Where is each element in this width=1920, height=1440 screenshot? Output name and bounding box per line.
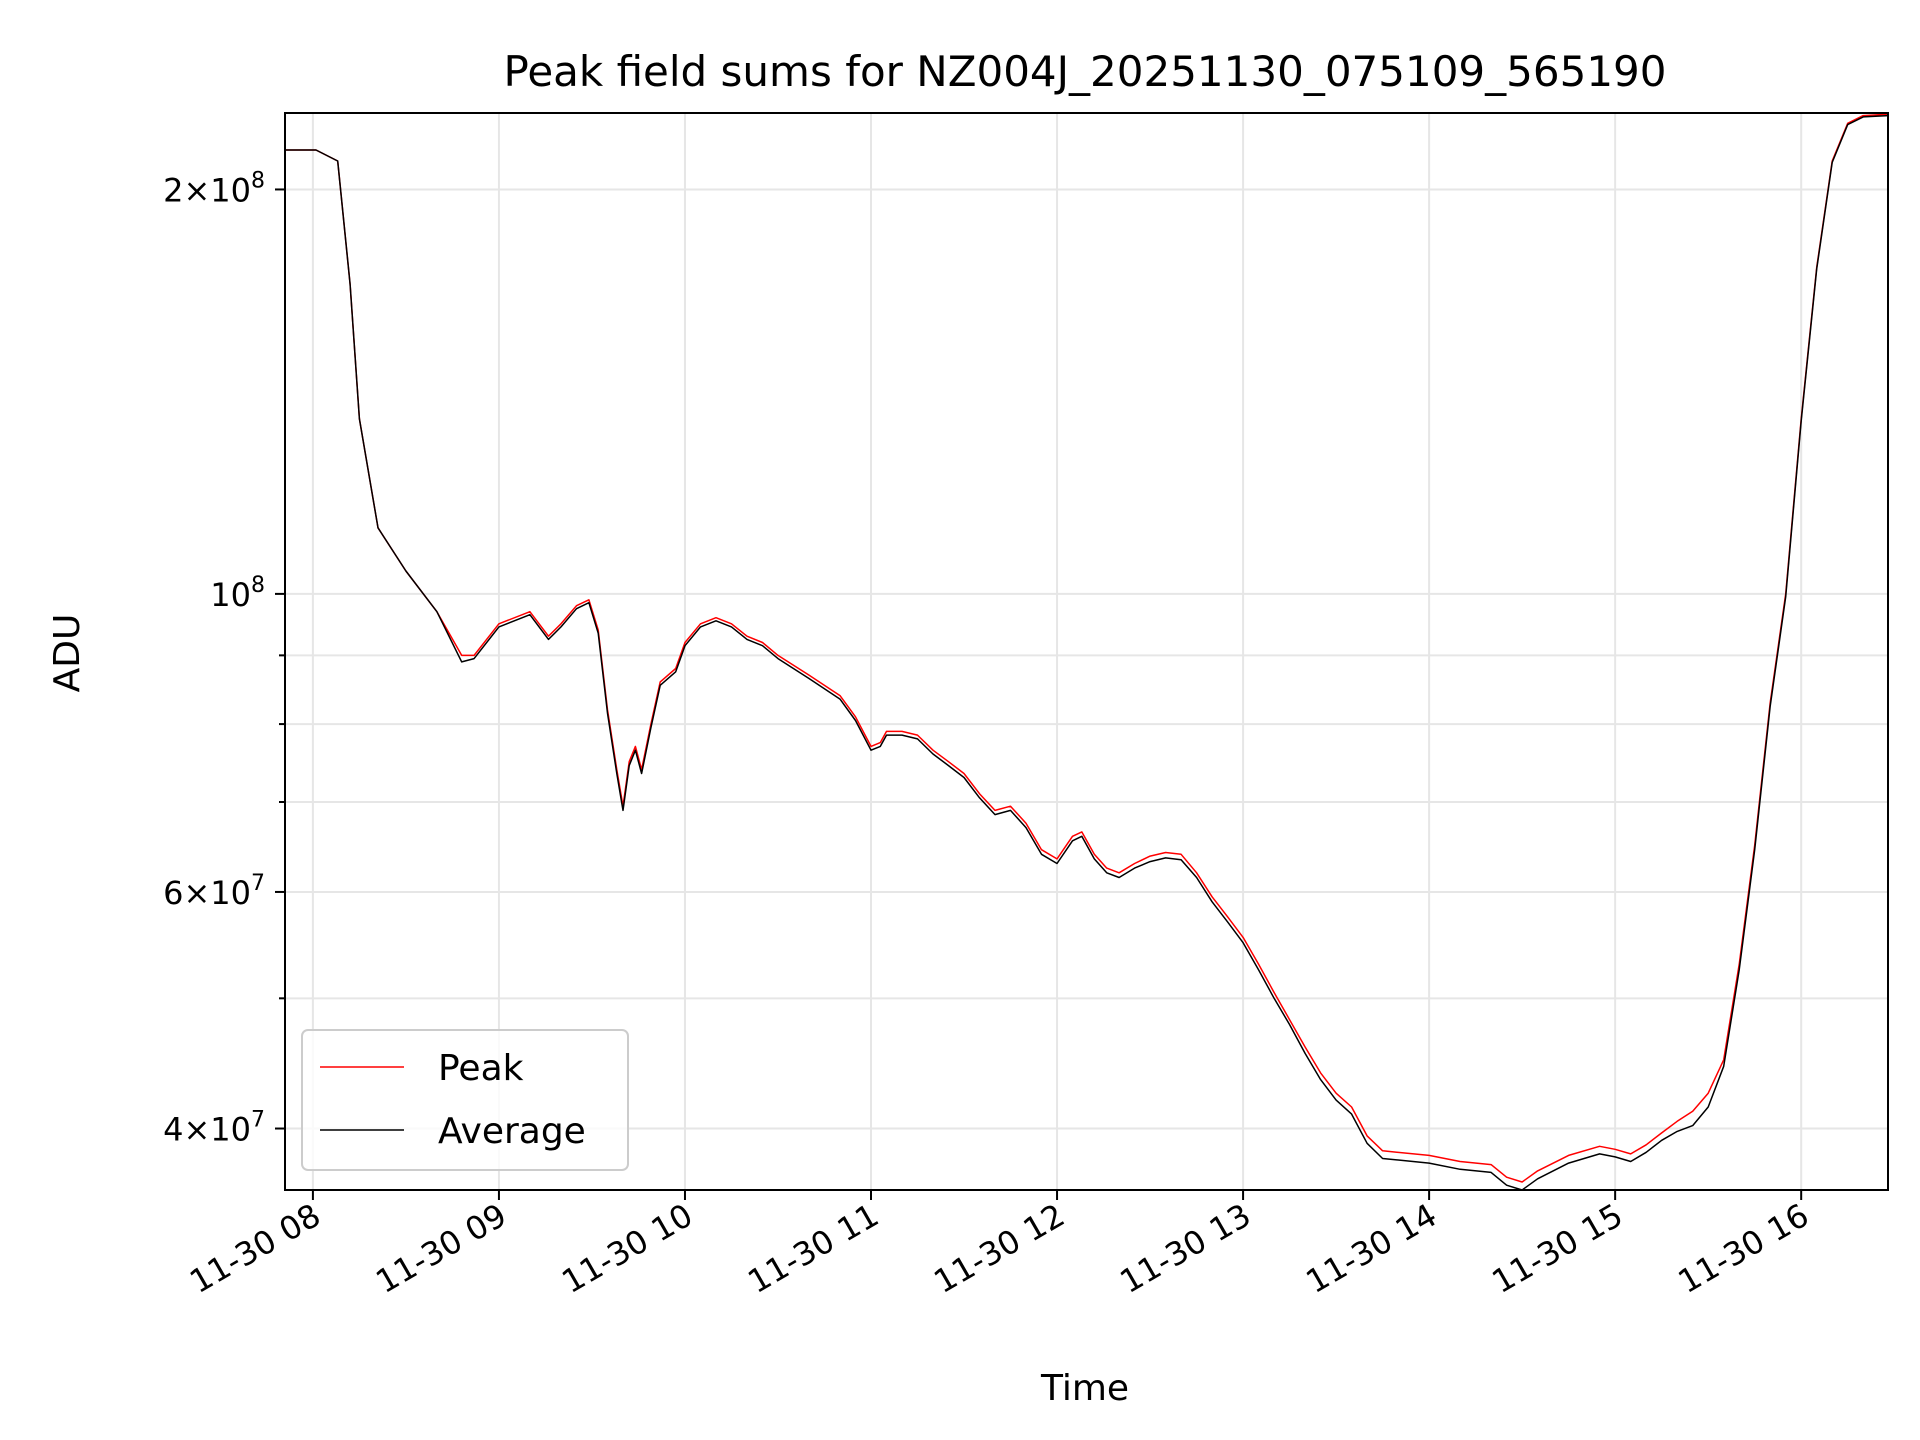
legend-label-peak: Peak <box>438 1048 524 1089</box>
series-layer <box>285 113 1889 1191</box>
legend: Peak Average <box>301 1029 629 1171</box>
y-axis-label: ADU <box>47 614 88 693</box>
legend-label-average: Average <box>438 1111 586 1152</box>
plot-frame <box>284 112 1889 1191</box>
y-tick-label: 108 <box>210 573 265 614</box>
y-tick-label: 2×108 <box>163 168 265 209</box>
y-tick-label: 4×107 <box>163 1108 265 1149</box>
series-line-average <box>285 114 1889 1191</box>
legend-box <box>301 1029 629 1171</box>
x-axis-label: Time <box>1040 1368 1129 1409</box>
grid <box>285 113 1888 1190</box>
y-axis-ticks: 4×107 6×107 108 2×108 <box>163 168 285 1149</box>
chart-title: Peak field sums for NZ004J_20251130_0751… <box>504 47 1667 96</box>
y-tick-label: 6×107 <box>163 871 265 912</box>
